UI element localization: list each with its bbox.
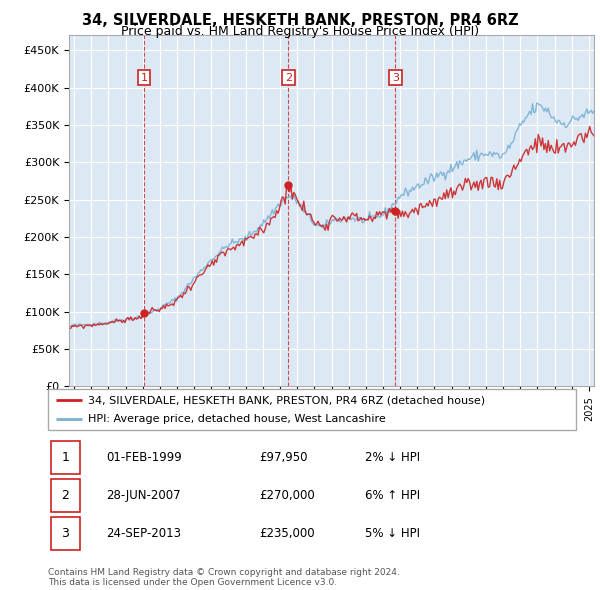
Text: HPI: Average price, detached house, West Lancashire: HPI: Average price, detached house, West… [88,414,385,424]
Text: 1: 1 [61,451,69,464]
Text: 34, SILVERDALE, HESKETH BANK, PRESTON, PR4 6RZ (detached house): 34, SILVERDALE, HESKETH BANK, PRESTON, P… [88,395,485,405]
Text: 2: 2 [285,73,292,83]
Text: 2% ↓ HPI: 2% ↓ HPI [365,451,420,464]
Text: £270,000: £270,000 [259,489,315,502]
Text: 3: 3 [392,73,399,83]
Text: 5% ↓ HPI: 5% ↓ HPI [365,527,420,540]
Text: Contains HM Land Registry data © Crown copyright and database right 2024.
This d: Contains HM Land Registry data © Crown c… [48,568,400,587]
Text: £97,950: £97,950 [259,451,308,464]
Text: £235,000: £235,000 [259,527,315,540]
FancyBboxPatch shape [50,479,80,512]
FancyBboxPatch shape [50,441,80,474]
Text: 2: 2 [61,489,69,502]
Text: 01-FEB-1999: 01-FEB-1999 [106,451,182,464]
Text: 6% ↑ HPI: 6% ↑ HPI [365,489,420,502]
Text: 3: 3 [61,527,69,540]
Text: Price paid vs. HM Land Registry's House Price Index (HPI): Price paid vs. HM Land Registry's House … [121,25,479,38]
FancyBboxPatch shape [50,517,80,550]
Text: 28-JUN-2007: 28-JUN-2007 [106,489,181,502]
Text: 24-SEP-2013: 24-SEP-2013 [106,527,181,540]
Text: 34, SILVERDALE, HESKETH BANK, PRESTON, PR4 6RZ: 34, SILVERDALE, HESKETH BANK, PRESTON, P… [82,13,518,28]
FancyBboxPatch shape [48,389,576,430]
Text: 1: 1 [140,73,148,83]
